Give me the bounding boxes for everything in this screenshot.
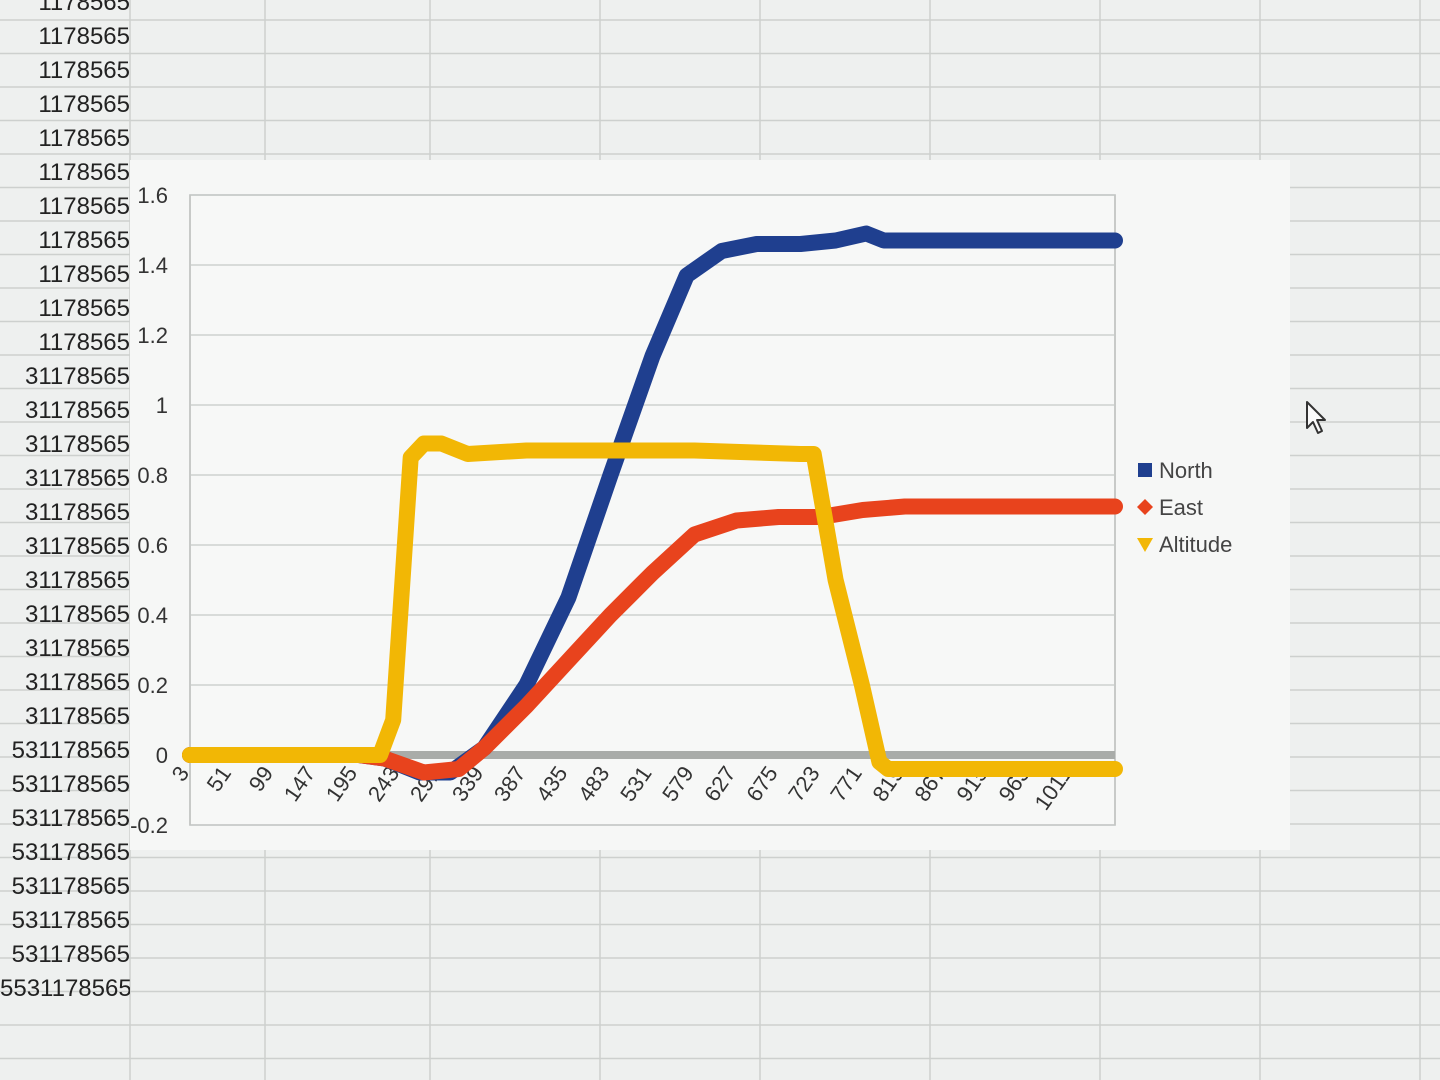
y-tick-label: -0.2 bbox=[130, 813, 168, 838]
cell-value[interactable]: 31178565 bbox=[25, 533, 130, 560]
cell-value[interactable]: 1178565 bbox=[38, 57, 130, 84]
cell-value[interactable]: 31178565 bbox=[25, 499, 130, 526]
y-tick-label: 1.4 bbox=[137, 253, 168, 278]
legend-marker-east bbox=[1137, 499, 1153, 515]
cell-value[interactable]: 1178565 bbox=[38, 91, 130, 118]
cell-value[interactable]: 1178565 bbox=[38, 125, 130, 152]
cell-value[interactable]: 31178565 bbox=[25, 397, 130, 424]
cell-value[interactable]: 531178565 bbox=[11, 941, 130, 968]
legend-label-north: North bbox=[1159, 458, 1213, 483]
legend-label-east: East bbox=[1159, 495, 1203, 520]
cell-value[interactable]: 531178565 bbox=[11, 839, 130, 866]
series-line-east[interactable] bbox=[182, 498, 1123, 781]
cell-value[interactable]: 1178565 bbox=[38, 295, 130, 322]
cell-value[interactable]: 1178565 bbox=[38, 0, 130, 16]
cell-value[interactable]: 531178565 bbox=[11, 805, 130, 832]
y-tick-label: 0.8 bbox=[137, 463, 168, 488]
cell-value[interactable]: 31178565 bbox=[25, 465, 130, 492]
cell-value[interactable]: 31178565 bbox=[25, 431, 130, 458]
y-tick-label: 0 bbox=[156, 743, 168, 768]
y-tick-label: 0.4 bbox=[137, 603, 168, 628]
cell-value[interactable]: 31178565 bbox=[25, 635, 130, 662]
cell-value[interactable]: 531178565 bbox=[11, 907, 130, 934]
cell-value[interactable]: 1178565 bbox=[38, 159, 130, 186]
cell-value[interactable]: 31178565 bbox=[25, 363, 130, 390]
y-tick-label: 0.2 bbox=[137, 673, 168, 698]
cell-value[interactable]: 1178565 bbox=[38, 23, 130, 50]
cell-value[interactable]: 531178565 bbox=[11, 873, 130, 900]
cell-value[interactable]: 1178565 bbox=[38, 261, 130, 288]
cell-value[interactable]: 31178565 bbox=[25, 601, 130, 628]
line-chart: -0.200.20.40.60.811.21.41.63 51 99 147 195 24… bbox=[130, 183, 1232, 838]
cell-value[interactable]: 531178565 bbox=[11, 771, 130, 798]
legend-marker-north bbox=[1138, 463, 1152, 477]
cell-value[interactable]: 31178565 bbox=[25, 669, 130, 696]
spreadsheet-column: 1178565 1178565 1178565 1178565 1178565 11785… bbox=[0, 0, 140, 1080]
legend-label-altitude: Altitude bbox=[1159, 532, 1232, 557]
mouse-pointer-icon bbox=[1306, 401, 1326, 434]
chart-panel[interactable]: -0.2 0 0.2 0.4 0.6 0.8 1 1.2 1.4 1.6 3 51 99 147 195 24… bbox=[130, 160, 1290, 850]
cell-value[interactable]: 31178565 bbox=[25, 703, 130, 730]
y-tick-label: 0.6 bbox=[137, 533, 168, 558]
cell-value[interactable]: 1178565 bbox=[38, 193, 130, 220]
cell-value[interactable]: 1178565 bbox=[38, 329, 130, 356]
cell-value[interactable]: 5531178565 bbox=[0, 975, 130, 1002]
legend-marker-altitude bbox=[1137, 538, 1153, 552]
y-tick-label: 1 bbox=[156, 393, 168, 418]
cell-value[interactable]: 31178565 bbox=[25, 567, 130, 594]
cell-value[interactable]: 531178565 bbox=[11, 737, 130, 764]
y-tick-label: 1.2 bbox=[137, 323, 168, 348]
series-line-altitude[interactable] bbox=[182, 435, 1123, 777]
y-tick-label: 1.6 bbox=[137, 183, 168, 208]
cell-value[interactable]: 1178565 bbox=[38, 227, 130, 254]
